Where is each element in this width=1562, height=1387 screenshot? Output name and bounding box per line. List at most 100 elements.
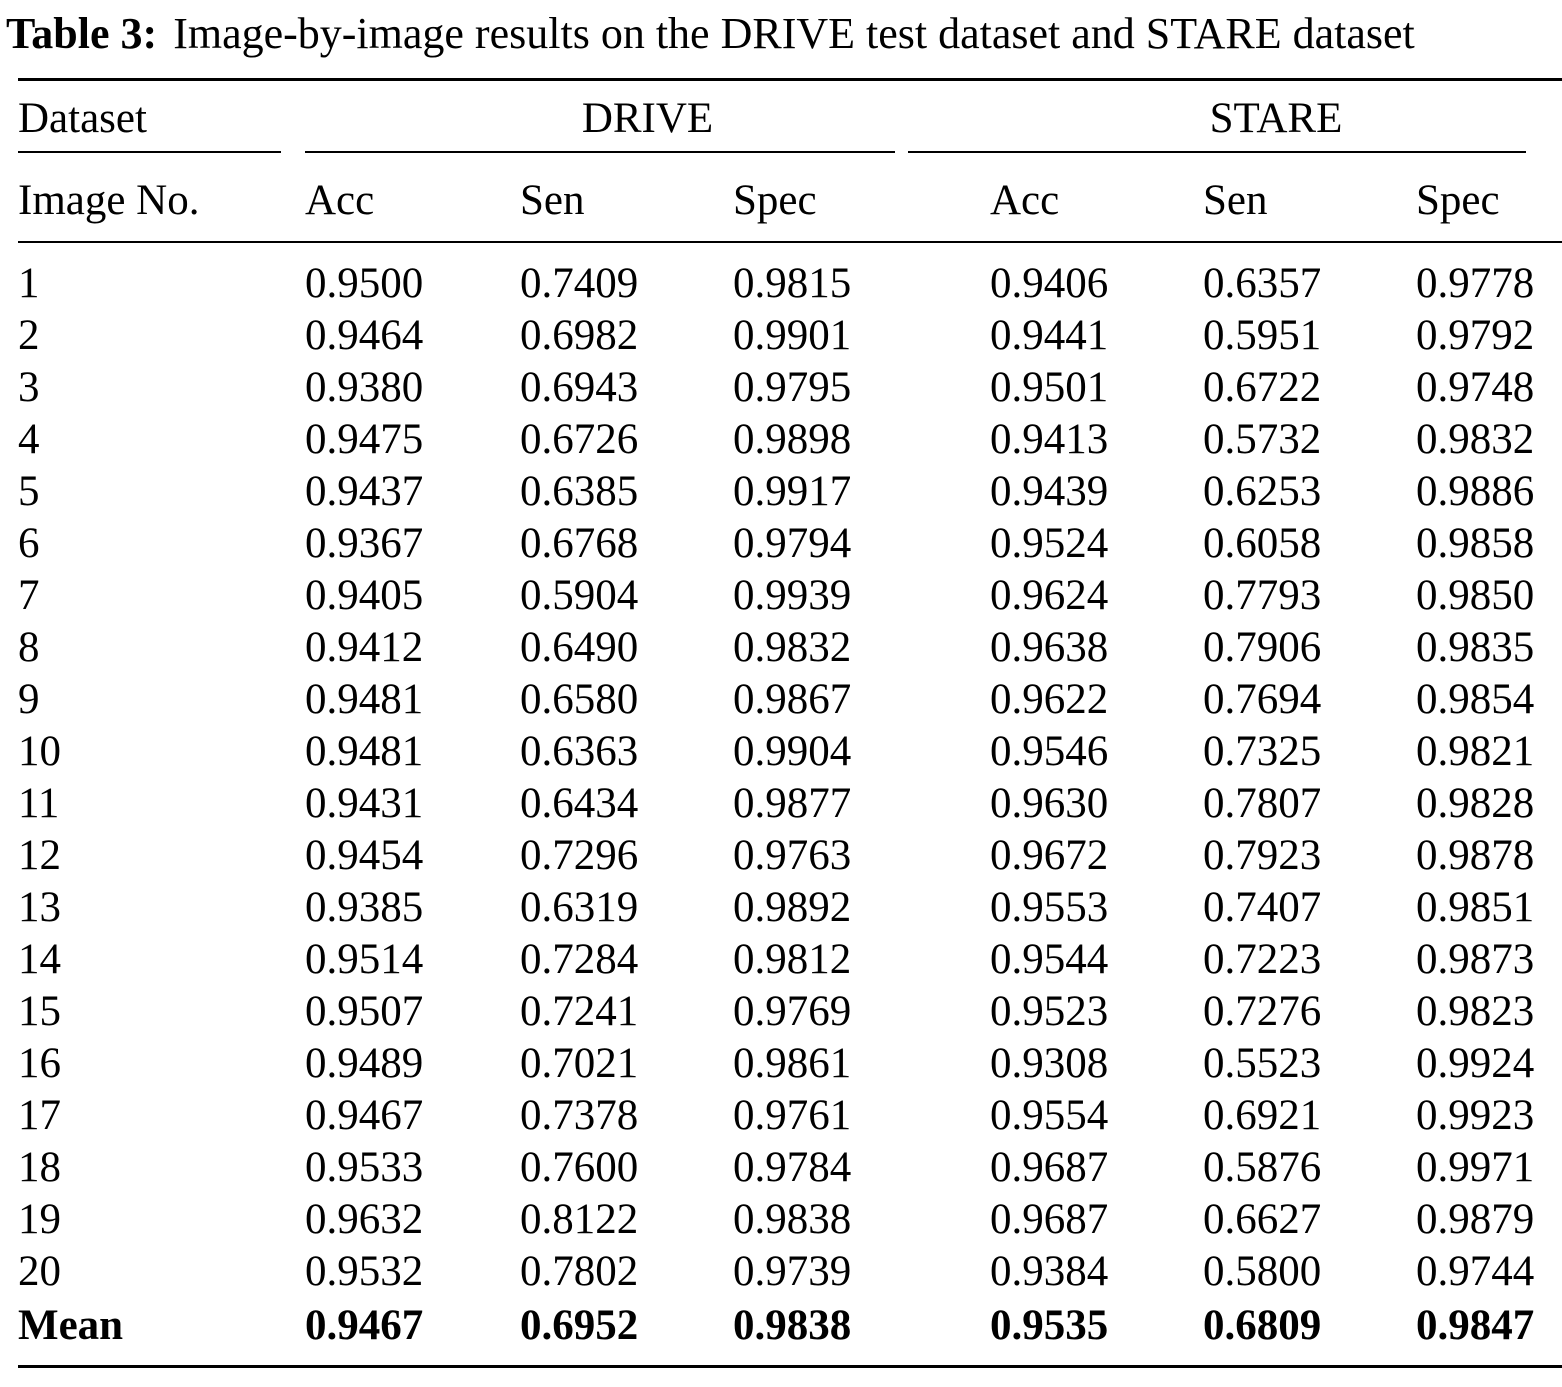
table-row: 4 0.9475 0.6726 0.9898 0.9413 0.5732 0.9832 — [18, 413, 1562, 465]
image-no-cell: 19 — [18, 1195, 61, 1243]
drive-sen-cell: 0.7296 — [520, 831, 639, 879]
stare-group-header: STARE — [1209, 95, 1343, 142]
drive-acc-cell: 0.9632 — [305, 1195, 424, 1243]
stare-acc-cell: 0.9441 — [990, 311, 1109, 359]
mean-drive-spec-cell: 0.9838 — [733, 1301, 852, 1349]
image-no-cell: 18 — [18, 1143, 61, 1191]
stare-sen-cell: 0.7407 — [1203, 883, 1322, 931]
drive-acc-cell: 0.9532 — [305, 1247, 424, 1295]
table-row: 2 0.9464 0.6982 0.9901 0.9441 0.5951 0.9792 — [18, 309, 1562, 361]
drive-spec-cell: 0.9795 — [733, 363, 852, 411]
drive-sen-cell: 0.6385 — [520, 467, 639, 515]
drive-acc-cell: 0.9464 — [305, 311, 424, 359]
drive-sen-cell: 0.6319 — [520, 883, 639, 931]
table-row: 13 0.9385 0.6319 0.9892 0.9553 0.7407 0.9851 — [18, 881, 1562, 933]
drive-spec-cell: 0.9763 — [733, 831, 852, 879]
drive-sen-cell: 0.6768 — [520, 519, 639, 567]
drive-spec-cell: 0.9939 — [733, 571, 852, 619]
drive-sen-cell: 0.6943 — [520, 363, 639, 411]
image-no-cell: 16 — [18, 1039, 61, 1087]
table-row: 9 0.9481 0.6580 0.9867 0.9622 0.7694 0.9854 — [18, 673, 1562, 725]
stare-sen-cell: 0.6722 — [1203, 363, 1322, 411]
drive-acc-cell: 0.9533 — [305, 1143, 424, 1191]
drive-spec-header: Spec — [733, 177, 817, 224]
stare-sen-cell: 0.5523 — [1203, 1039, 1322, 1087]
image-no-cell: 12 — [18, 831, 61, 879]
drive-spec-cell: 0.9917 — [733, 467, 852, 515]
drive-acc-cell: 0.9431 — [305, 779, 424, 827]
drive-sen-cell: 0.7021 — [520, 1039, 639, 1087]
image-no-cell: 7 — [18, 571, 40, 619]
drive-sen-cell: 0.7600 — [520, 1143, 639, 1191]
image-no-cell: 10 — [18, 727, 61, 775]
stare-sen-cell: 0.6921 — [1203, 1091, 1322, 1139]
stare-sen-cell: 0.5732 — [1203, 415, 1322, 463]
stare-acc-cell: 0.9553 — [990, 883, 1109, 931]
drive-spec-cell: 0.9832 — [733, 623, 852, 671]
drive-spec-cell: 0.9904 — [733, 727, 852, 775]
bottom-rule-row — [18, 1365, 1562, 1368]
drive-sen-cell: 0.6363 — [520, 727, 639, 775]
table-row: 10 0.9481 0.6363 0.9904 0.9546 0.7325 0.9821 — [18, 725, 1562, 777]
drive-acc-cell: 0.9454 — [305, 831, 424, 879]
drive-sen-cell: 0.6490 — [520, 623, 639, 671]
drive-acc-cell: 0.9380 — [305, 363, 424, 411]
table-row: 5 0.9437 0.6385 0.9917 0.9439 0.6253 0.9886 — [18, 465, 1562, 517]
drive-spec-cell: 0.9739 — [733, 1247, 852, 1295]
drive-spec-cell: 0.9892 — [733, 883, 852, 931]
stare-acc-cell: 0.9624 — [990, 571, 1109, 619]
stare-acc-cell: 0.9501 — [990, 363, 1109, 411]
stare-spec-cell: 0.9778 — [1416, 259, 1535, 307]
table-row: 16 0.9489 0.7021 0.9861 0.9308 0.5523 0.9924 — [18, 1037, 1562, 1089]
cmid-rule-row — [18, 151, 1562, 153]
table-row: 19 0.9632 0.8122 0.9838 0.9687 0.6627 0.9879 — [18, 1193, 1562, 1245]
drive-acc-cell: 0.9412 — [305, 623, 424, 671]
stare-acc-cell: 0.9524 — [990, 519, 1109, 567]
drive-acc-cell: 0.9514 — [305, 935, 424, 983]
drive-sen-cell: 0.6434 — [520, 779, 639, 827]
footer-spacer-row — [18, 1353, 1562, 1365]
drive-acc-cell: 0.9481 — [305, 675, 424, 723]
group-header-row: Dataset DRIVE STARE — [18, 81, 1562, 151]
stare-sen-cell: 0.5951 — [1203, 311, 1322, 359]
drive-acc-cell: 0.9500 — [305, 259, 424, 307]
stare-spec-cell: 0.9744 — [1416, 1247, 1535, 1295]
drive-sen-cell: 0.6726 — [520, 415, 639, 463]
stare-sen-cell: 0.7793 — [1203, 571, 1322, 619]
image-no-cell: 6 — [18, 519, 40, 567]
mid-rule — [18, 241, 1562, 243]
drive-spec-cell: 0.9877 — [733, 779, 852, 827]
stare-sen-cell: 0.6253 — [1203, 467, 1322, 515]
table-caption-text: Image-by-image results on the DRIVE test… — [173, 9, 1415, 58]
stare-sen-cell: 0.7807 — [1203, 779, 1322, 827]
stare-spec-cell: 0.9879 — [1416, 1195, 1535, 1243]
table-row: 11 0.9431 0.6434 0.9877 0.9630 0.7807 0.9828 — [18, 777, 1562, 829]
stare-spec-cell: 0.9835 — [1416, 623, 1535, 671]
stare-acc-header: Acc — [990, 177, 1060, 224]
stare-sen-cell: 0.7906 — [1203, 623, 1322, 671]
table-row: 7 0.9405 0.5904 0.9939 0.9624 0.7793 0.9850 — [18, 569, 1562, 621]
drive-sen-cell: 0.7802 — [520, 1247, 639, 1295]
stare-sen-cell: 0.6058 — [1203, 519, 1322, 567]
drive-spec-cell: 0.9861 — [733, 1039, 852, 1087]
mean-stare-acc-cell: 0.9535 — [990, 1301, 1109, 1349]
stare-sen-cell: 0.6627 — [1203, 1195, 1322, 1243]
mean-stare-spec-cell: 0.9847 — [1416, 1301, 1535, 1349]
drive-acc-cell: 0.9367 — [305, 519, 424, 567]
table-row: 14 0.9514 0.7284 0.9812 0.9544 0.7223 0.9873 — [18, 933, 1562, 985]
table-body: 1 0.9500 0.7409 0.9815 0.9406 0.6357 0.9778 2 0.… — [18, 257, 1562, 1297]
drive-acc-cell: 0.9467 — [305, 1091, 424, 1139]
image-no-cell: 8 — [18, 623, 40, 671]
mean-drive-acc-cell: 0.9467 — [305, 1301, 424, 1349]
drive-spec-cell: 0.9812 — [733, 935, 852, 983]
drive-acc-header: Acc — [305, 177, 375, 224]
table-row: 1 0.9500 0.7409 0.9815 0.9406 0.6357 0.9778 — [18, 257, 1562, 309]
drive-sen-cell: 0.7284 — [520, 935, 639, 983]
drive-acc-cell: 0.9507 — [305, 987, 424, 1035]
image-no-cell: 17 — [18, 1091, 61, 1139]
table-row: 18 0.9533 0.7600 0.9784 0.9687 0.5876 0.9971 — [18, 1141, 1562, 1193]
table-row: 15 0.9507 0.7241 0.9769 0.9523 0.7276 0.9823 — [18, 985, 1562, 1037]
stare-spec-cell: 0.9832 — [1416, 415, 1535, 463]
stare-sen-cell: 0.6357 — [1203, 259, 1322, 307]
drive-spec-cell: 0.9794 — [733, 519, 852, 567]
